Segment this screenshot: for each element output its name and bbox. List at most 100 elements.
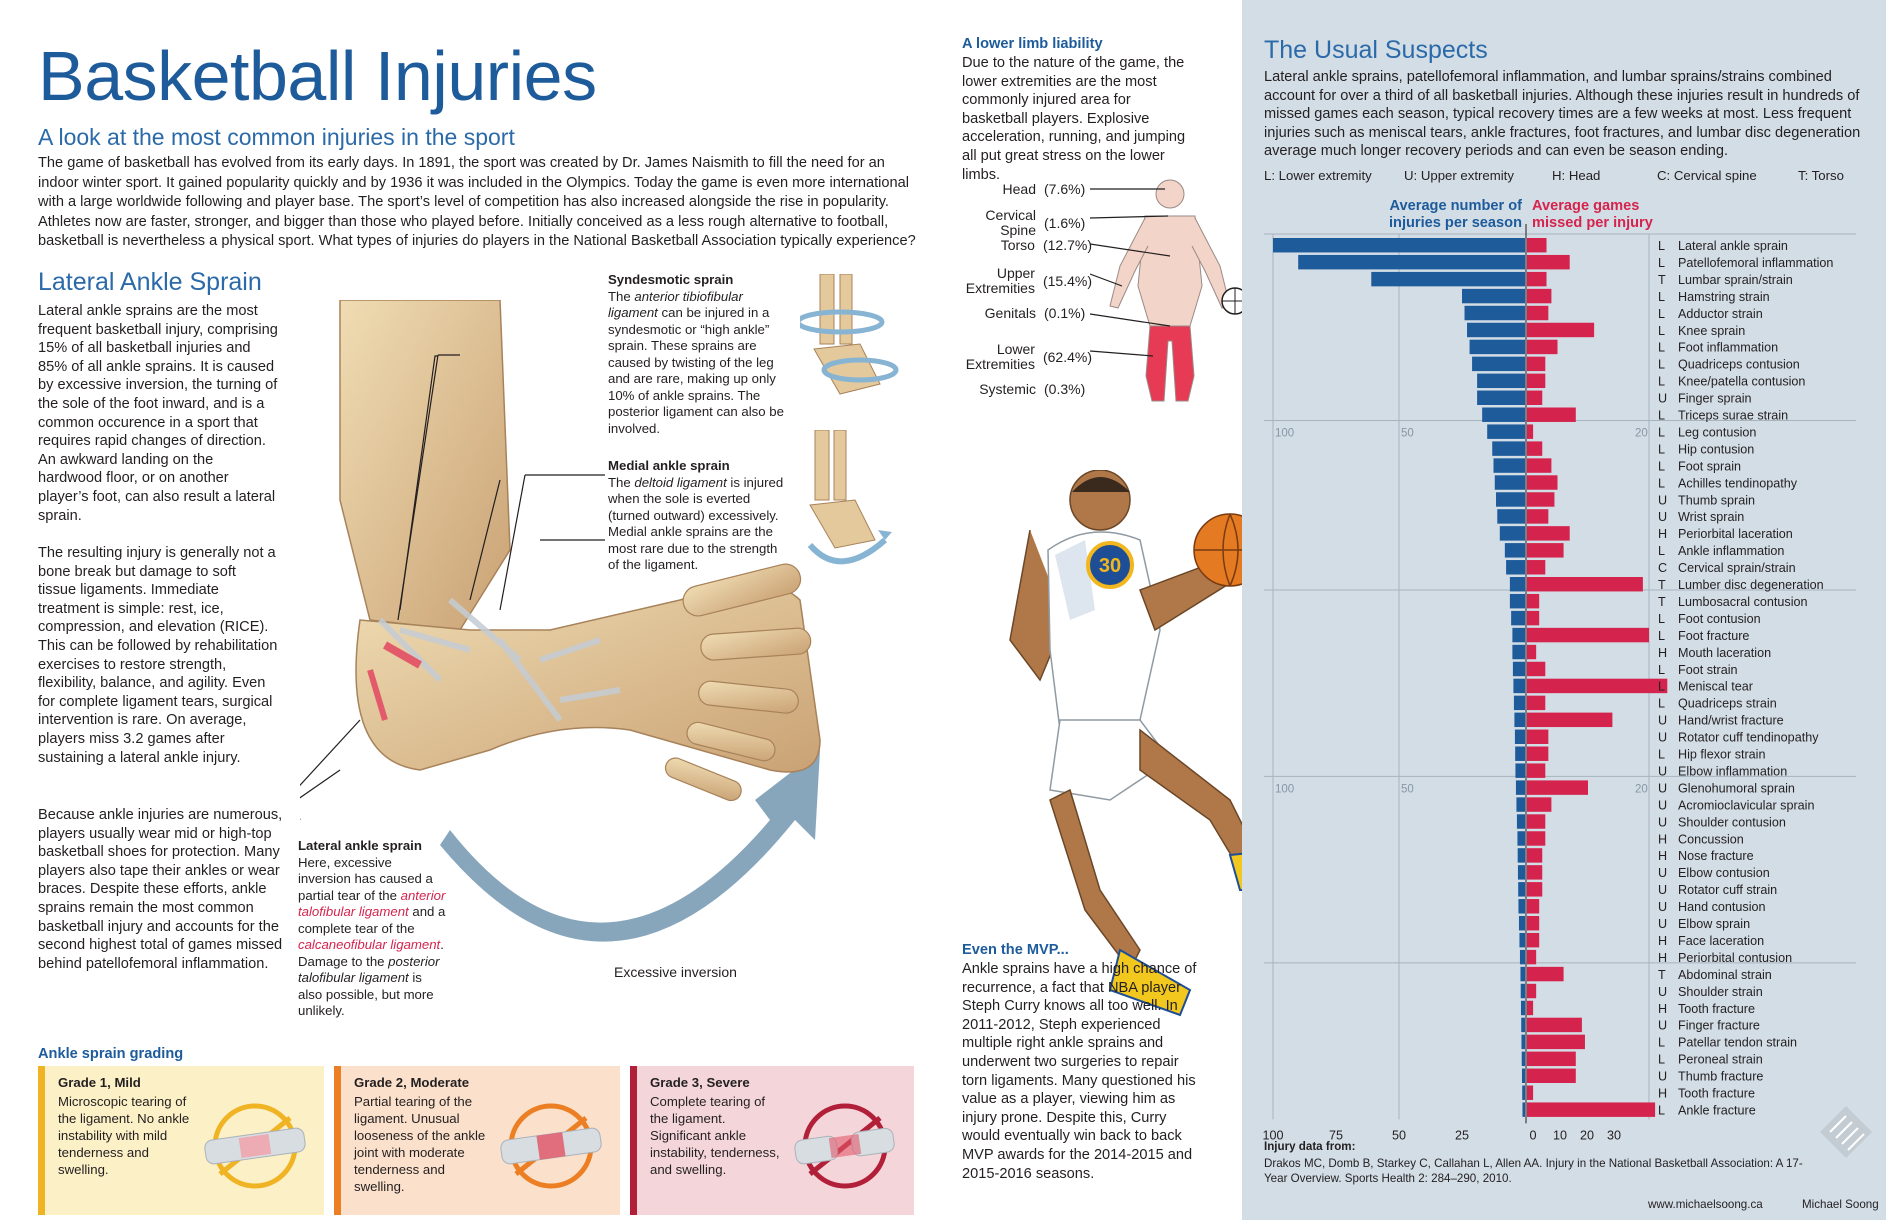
injury-count-bar	[1517, 865, 1525, 880]
medial-annotation: Medial ankle sprain The deltoid ligament…	[608, 458, 786, 574]
grade-1-bar	[38, 1066, 45, 1215]
region-code: U	[1658, 866, 1667, 880]
region-code: U	[1658, 815, 1667, 829]
injury-label: Triceps surae strain	[1678, 409, 1788, 423]
region-code: L	[1658, 425, 1665, 439]
injury-count-bar	[1464, 305, 1525, 321]
injury-count-bar	[1521, 1068, 1525, 1083]
injury-count-bar	[1504, 543, 1525, 558]
jersey-number: 30	[1099, 555, 1121, 577]
injury-label: Abdominal strain	[1678, 968, 1772, 982]
region-code: T	[1658, 968, 1666, 982]
region-code: T	[1658, 578, 1666, 592]
games-missed-bar	[1527, 899, 1540, 914]
games-missed-bar	[1527, 949, 1537, 965]
injury-label: Peroneal strain	[1678, 1053, 1763, 1067]
injury-label: Glenohumoral sprain	[1678, 781, 1795, 795]
region-code: L	[1658, 1053, 1665, 1067]
injury-count-bar	[1520, 1000, 1525, 1016]
left-axis-header: Average number of injuries per season	[1388, 198, 1522, 231]
region-code: U	[1658, 883, 1667, 897]
injury-label: Elbow contusion	[1678, 866, 1770, 880]
injury-count-bar	[1482, 407, 1525, 422]
body-region-name: Systemic	[979, 381, 1036, 397]
mvp-title: Even the MVP...	[962, 942, 1069, 958]
grade-1-ligament-icon	[204, 1103, 306, 1189]
injury-label: Lumbosacral contusion	[1678, 595, 1808, 609]
games-missed-bar	[1527, 848, 1543, 863]
region-code: L	[1658, 459, 1665, 473]
body-region-row: Lower Extremities (62.4%)	[962, 342, 1092, 372]
games-missed-bar	[1527, 492, 1555, 507]
games-missed-bar	[1527, 458, 1552, 473]
games-missed-bar	[1527, 526, 1570, 541]
games-missed-bar	[1527, 593, 1540, 609]
body-region-pct: (7.6%)	[1044, 181, 1086, 197]
injury-count-bar	[1517, 848, 1525, 863]
region-code: T	[1658, 273, 1666, 287]
injury-label: Wrist sprain	[1678, 510, 1744, 524]
grade-3-card: Grade 3, Severe Complete tearing of the …	[630, 1066, 914, 1215]
body-region-pct: (62.4%)	[1042, 348, 1092, 365]
tibia-fibula-bones	[339, 300, 511, 631]
games-missed-bar	[1527, 1102, 1656, 1117]
medial-ankle-illustration	[807, 430, 892, 565]
injury-count-bar	[1513, 678, 1525, 694]
games-missed-bar	[1527, 1051, 1576, 1067]
injury-label: Tooth fracture	[1678, 1087, 1755, 1101]
lateral-title: Lateral ankle sprain	[298, 838, 422, 853]
steph-curry-figure: 30	[1009, 470, 1302, 1017]
region-code: H	[1658, 832, 1667, 846]
region-code: U	[1658, 392, 1667, 406]
games-missed-bar	[1527, 661, 1546, 677]
region-code: L	[1658, 290, 1665, 304]
lateral-ligament-2: calcaneofibular ligament	[298, 937, 441, 952]
injury-count-bar	[1515, 780, 1525, 795]
author-url[interactable]: www.michaelsoong.ca	[1648, 1198, 1763, 1211]
toe-bones	[664, 563, 812, 802]
syndesmotic-ligament: anterior tibiofibular ligament	[608, 288, 743, 321]
ankle-paragraph-1: Lateral ankle sprains are the most frequ…	[38, 303, 278, 524]
body-figure	[1090, 179, 1249, 402]
injury-label: Ankle inflammation	[1678, 544, 1784, 558]
games-missed-bar	[1527, 322, 1595, 338]
injury-count-bar	[1499, 526, 1525, 541]
injury-count-bar	[1487, 424, 1525, 439]
region-code: L	[1658, 680, 1665, 694]
injury-count-bar	[1273, 238, 1525, 253]
body-leader-lines	[1090, 188, 1171, 357]
injury-count-bar	[1519, 932, 1525, 948]
injury-count-bar	[1492, 441, 1525, 456]
games-missed-bar	[1527, 577, 1643, 592]
games-missed-bar	[1527, 407, 1576, 422]
region-code: L	[1658, 324, 1665, 338]
region-code: H	[1658, 527, 1667, 541]
games-missed-bar	[1527, 695, 1546, 711]
injury-label: Hand contusion	[1678, 900, 1766, 914]
region-code: L	[1658, 629, 1665, 643]
injury-count-bar	[1472, 356, 1525, 372]
injury-label: Hip flexor strain	[1678, 748, 1766, 762]
region-code: L	[1658, 544, 1665, 558]
region-code: L	[1658, 476, 1665, 490]
injury-label: Thumb sprain	[1678, 493, 1755, 507]
region-code: U	[1658, 493, 1667, 507]
region-code: L	[1658, 663, 1665, 677]
gridline-label: 50	[1401, 427, 1414, 439]
region-code: L	[1658, 239, 1665, 253]
region-code: U	[1658, 917, 1667, 931]
body-region-row: Upper Extremities (15.4%)	[962, 266, 1092, 296]
injury-label: Patellar tendon strain	[1678, 1036, 1797, 1050]
injury-label: Periorbital contusion	[1678, 951, 1792, 965]
region-code: H	[1658, 646, 1667, 660]
syndesmotic-text-pre: The	[608, 288, 635, 304]
injury-count-bar	[1493, 458, 1525, 473]
injury-label: Foot contusion	[1678, 612, 1761, 626]
injury-label: Hip contusion	[1678, 442, 1754, 456]
games-missed-bar	[1527, 882, 1543, 897]
inversion-arrow	[440, 750, 820, 942]
grade-2-bar	[334, 1066, 341, 1215]
leader-lines	[300, 355, 605, 820]
injury-count-bar	[1511, 610, 1525, 626]
lateral-annotation: Lateral ankle sprain Here, excessive inv…	[298, 838, 448, 1020]
